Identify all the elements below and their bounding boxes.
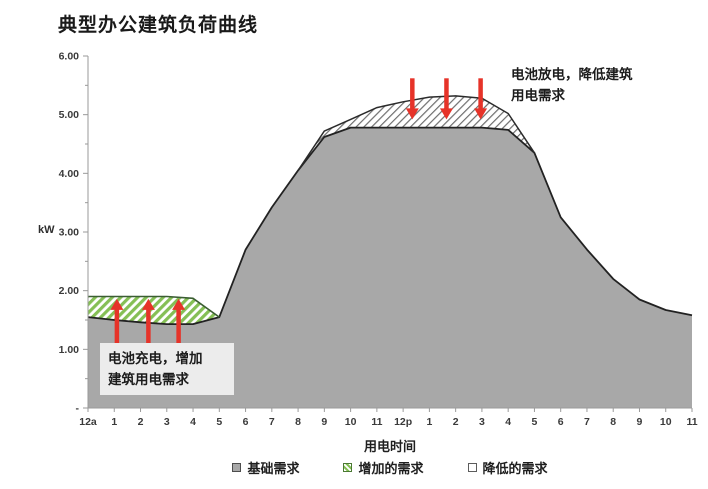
x-tick-label: 5: [216, 416, 222, 428]
increased-demand-area: [88, 296, 220, 325]
x-tick-label: 2: [138, 416, 144, 428]
x-tick-label: 1: [426, 416, 432, 428]
x-tick-label: 11: [371, 416, 382, 428]
y-tick-label: 4.00: [59, 168, 80, 180]
original-peak-curve: [297, 95, 536, 171]
x-tick-label: 8: [610, 416, 616, 428]
annotation-line: 建筑用电需求: [108, 372, 189, 387]
x-tick-label: 1: [111, 416, 117, 428]
y-axis-unit-label: kW: [38, 224, 55, 236]
base-demand-area: [88, 127, 692, 408]
annotation-line: 电池放电，降低建筑: [511, 67, 633, 82]
increased-demand-swatch-icon: [343, 463, 353, 472]
legend-item-base-demand: 基础需求: [232, 458, 299, 477]
legend-label: 基础需求: [247, 461, 300, 476]
x-tick-label: 6: [558, 416, 564, 428]
legend-label: 降低的需求: [482, 461, 548, 476]
base-load-curve: [87, 126, 693, 325]
x-tick-label: 4: [190, 416, 196, 428]
down-arrow-icon: [405, 78, 419, 120]
up-arrow-icon: [110, 298, 124, 344]
y-tick-label: 5.00: [59, 109, 80, 121]
legend-item-decreased-demand: 降低的需求: [467, 458, 548, 477]
y-tick-label: 1.00: [59, 344, 80, 356]
x-tick-label: 10: [345, 416, 357, 428]
battery-discharge-annotation: 电池放电，降低建筑 用电需求: [511, 64, 633, 106]
y-tick-label: 2.00: [59, 285, 80, 297]
legend-item-increased-demand: 增加的需求: [343, 458, 424, 477]
x-axis-title: 用电时间: [363, 439, 416, 454]
y-tick-label: 6.00: [59, 51, 80, 63]
down-arrow-icon: [474, 78, 488, 120]
y-tick-label: -: [76, 403, 80, 415]
x-tick-label: 7: [584, 416, 590, 428]
x-tick-label: 2: [453, 416, 459, 428]
x-tick-label: 3: [479, 416, 485, 428]
x-tick-label: 6: [243, 416, 249, 428]
x-tick-label: 8: [295, 416, 301, 428]
x-tick-label: 5: [532, 416, 538, 428]
x-tick-label: 9: [637, 416, 643, 428]
decreased-demand-area: [298, 95, 535, 171]
base-demand-swatch-icon: [232, 463, 242, 472]
x-tick-label: 7: [269, 416, 275, 428]
x-tick-label: 4: [505, 416, 511, 428]
annotation-line: 电池充电，增加: [108, 351, 203, 366]
x-tick-label: 3: [164, 416, 170, 428]
y-tick-label: 3.00: [59, 227, 80, 239]
annotation-line: 用电需求: [511, 88, 565, 103]
x-tick-label: 11: [686, 416, 697, 428]
charge-top-curve: [88, 295, 220, 318]
legend: 基础需求 增加的需求 降低的需求: [88, 458, 692, 477]
chart-title: 典型办公建筑负荷曲线: [58, 15, 259, 36]
down-arrow-icon: [439, 78, 453, 120]
x-tick-label: 12p: [394, 416, 412, 428]
up-arrow-icon: [172, 298, 186, 344]
legend-label: 增加的需求: [358, 461, 424, 476]
x-tick-label: 10: [660, 416, 672, 428]
up-arrow-icon: [141, 298, 155, 344]
x-tick-label: 9: [321, 416, 327, 428]
x-tick-label: 12a: [79, 416, 97, 428]
decreased-demand-swatch-icon: [467, 463, 477, 472]
battery-charge-annotation: 电池充电，增加 建筑用电需求: [100, 343, 234, 395]
